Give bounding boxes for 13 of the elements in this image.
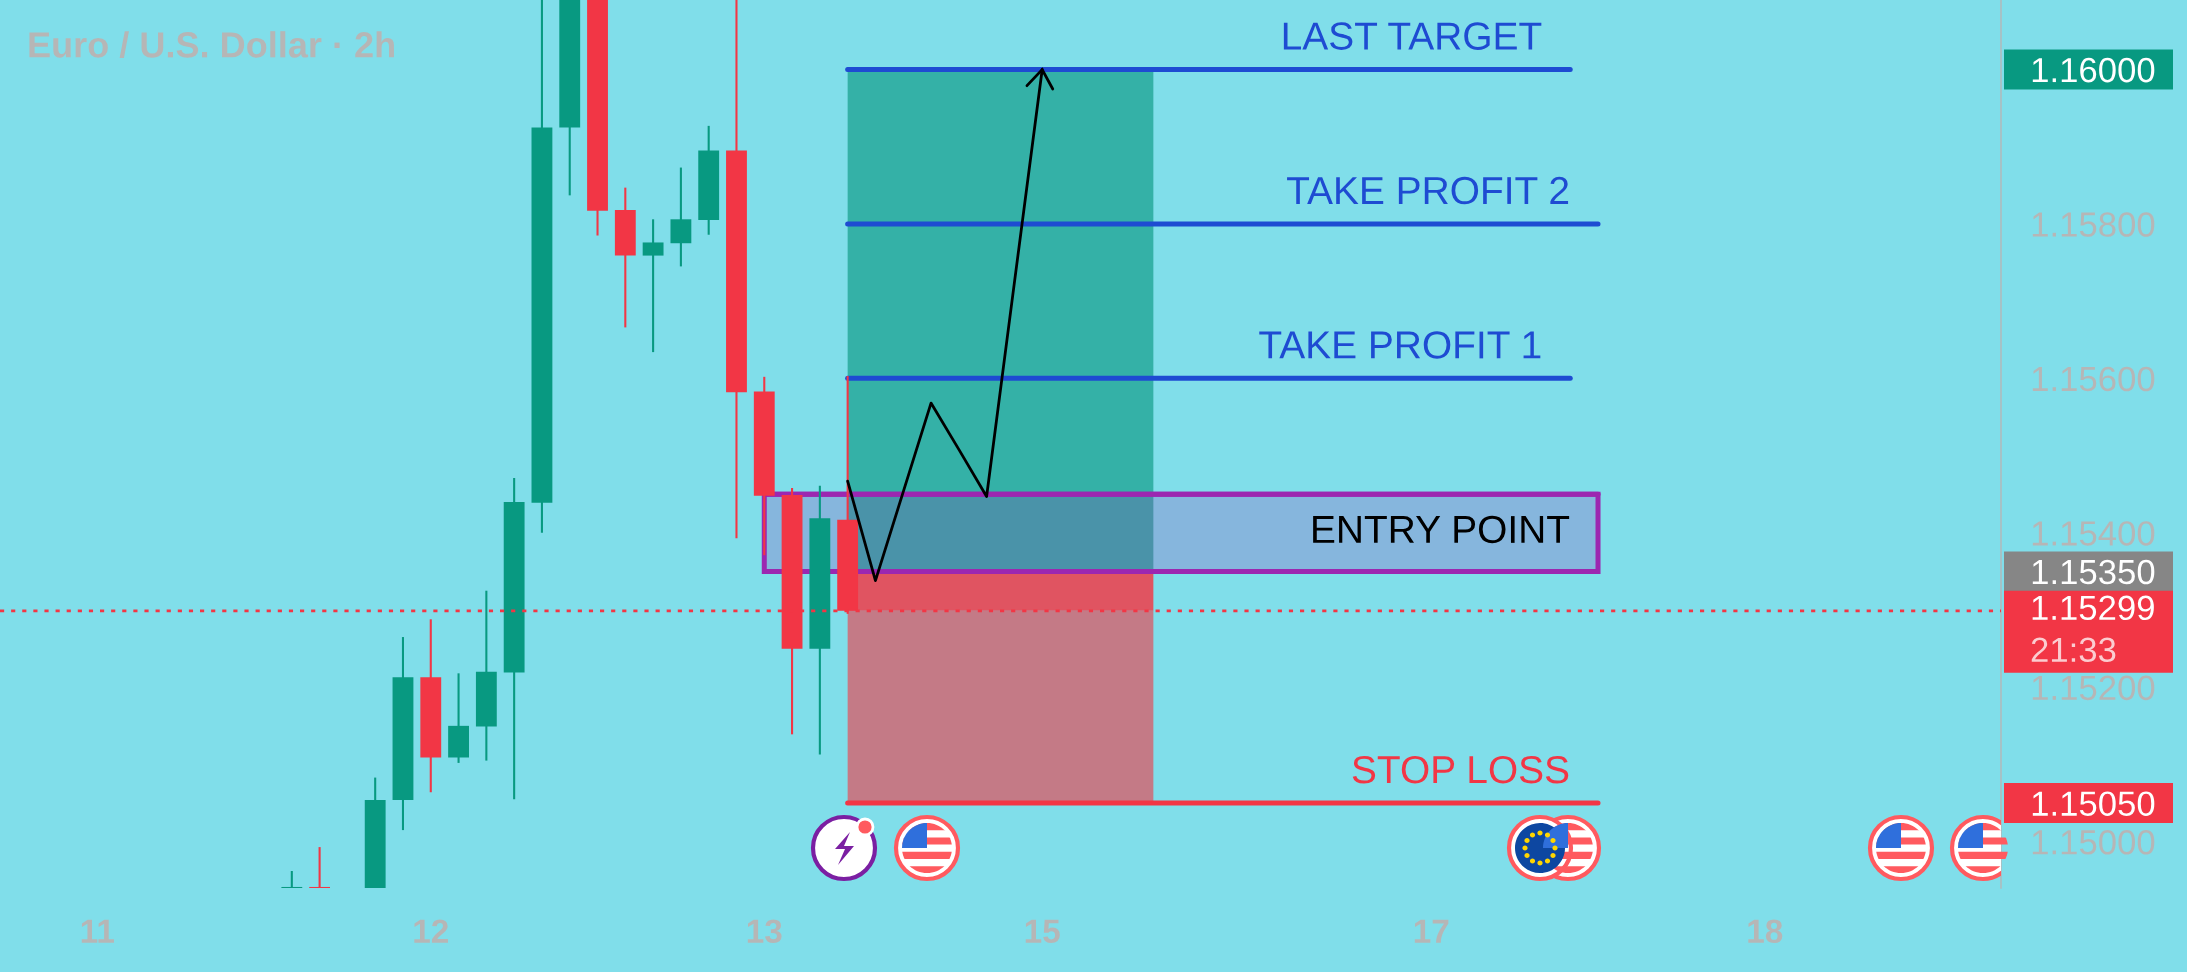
y2-tick-label: 1.15350 [2032,559,2155,585]
y2-tick-label: 1.16000 [2032,57,2155,83]
series-label: ENTRY POINT [1313,515,1570,544]
candlestick [670,166,692,268]
candlestick [280,869,304,888]
series-label: STOP LOSS [1352,755,1569,784]
series-label: TAKE PROFIT 2 [1287,176,1569,205]
candlestick [642,218,664,354]
ref-line-label: 1.15299 21:33 [2031,595,2154,663]
candlestick [308,846,332,888]
series-label: LAST TARGET [1283,22,1542,50]
y2-tick-label: 1.15050 [2032,791,2155,816]
series-label: TAKE PROFIT 1 [1259,331,1541,359]
